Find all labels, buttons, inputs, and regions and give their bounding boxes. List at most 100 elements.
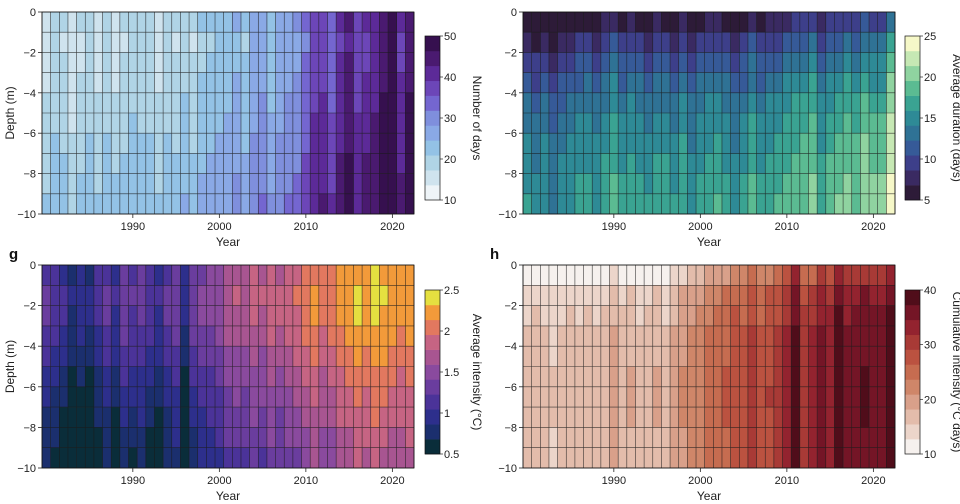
heatmap-cell <box>817 325 826 347</box>
heatmap-cell <box>765 285 775 306</box>
heatmap-cell <box>773 346 783 367</box>
heatmap-cell <box>843 447 852 469</box>
heatmap-cell <box>206 193 216 215</box>
heatmap-cell <box>566 72 576 93</box>
heatmap-cell <box>223 32 233 53</box>
heatmap-cell <box>249 52 259 73</box>
heatmap-cell <box>128 407 138 428</box>
heatmap-cell <box>76 427 86 448</box>
heatmap-cell <box>344 346 354 367</box>
heatmap-cell <box>145 447 155 469</box>
heatmap-cell <box>531 113 541 134</box>
heatmap-cell <box>661 407 671 428</box>
heatmap-cell <box>301 193 311 215</box>
heatmap-cell <box>249 285 259 306</box>
heatmap-cell <box>808 447 818 469</box>
heatmap-cell <box>678 133 688 154</box>
heatmap-cell <box>834 265 844 286</box>
heatmap-cell <box>747 173 757 194</box>
heatmap-cell <box>886 305 896 327</box>
heatmap-cell <box>704 366 714 387</box>
heatmap-cell <box>50 92 60 114</box>
heatmap-cell <box>782 305 792 327</box>
heatmap-cell <box>232 193 242 215</box>
heatmap-cell <box>85 447 95 469</box>
heatmap-cell <box>327 12 337 33</box>
heatmap-cell <box>713 366 723 387</box>
heatmap-cell <box>557 153 567 174</box>
heatmap-cell <box>145 113 155 134</box>
heatmap-cell <box>644 346 653 367</box>
heatmap-cell <box>197 72 207 93</box>
colorbar-segment <box>905 140 920 156</box>
heatmap-cell <box>618 193 628 215</box>
heatmap-cell <box>163 447 172 469</box>
x-tick-label: 2010 <box>294 221 318 233</box>
heatmap-grid <box>522 264 896 469</box>
heatmap-cell <box>791 72 801 93</box>
heatmap-cell <box>670 173 679 194</box>
heatmap-cell <box>756 305 766 327</box>
heatmap-cell <box>696 113 705 134</box>
heatmap-cell <box>808 305 818 327</box>
heatmap-cell <box>531 173 541 194</box>
heatmap-cell <box>626 427 636 448</box>
heatmap-cell <box>171 386 181 408</box>
heatmap-cell <box>618 366 628 387</box>
heatmap-cell <box>93 133 103 154</box>
x-tick-label: 2020 <box>861 475 885 487</box>
heatmap-cell <box>782 427 792 448</box>
heatmap-cell <box>566 133 576 154</box>
heatmap-cell <box>825 285 835 306</box>
panel-letter: h <box>490 246 499 263</box>
heatmap-cell <box>249 265 259 286</box>
heatmap-cell <box>370 285 380 306</box>
heatmap-cell <box>292 427 302 448</box>
heatmap-cell <box>566 12 576 33</box>
heatmap-cell <box>396 153 406 174</box>
heatmap-cell <box>765 427 775 448</box>
heatmap-cell <box>661 265 671 286</box>
heatmap-cell <box>851 305 861 327</box>
heatmap-cell <box>180 265 190 286</box>
heatmap-cell <box>618 52 628 73</box>
heatmap-cell <box>67 52 77 73</box>
heatmap-cell <box>370 325 380 347</box>
y-tick-label: −2 <box>504 301 517 313</box>
heatmap-cell <box>301 346 311 367</box>
heatmap-cell <box>223 265 233 286</box>
heatmap-cell <box>67 12 77 33</box>
heatmap-cell <box>851 447 861 469</box>
heatmap-cell <box>370 193 380 215</box>
heatmap-cell <box>626 285 636 306</box>
heatmap-cell <box>609 12 619 33</box>
colorbar-segment <box>905 50 920 67</box>
heatmap-cell <box>344 366 354 387</box>
heatmap-cell <box>817 193 826 215</box>
heatmap-cell <box>249 346 259 367</box>
heatmap-cell <box>327 305 337 327</box>
heatmap-cell <box>240 285 250 306</box>
heatmap-cell <box>825 427 835 448</box>
heatmap-cell <box>877 52 887 73</box>
colorbar-tick-label: 20 <box>924 72 936 84</box>
heatmap-cell <box>817 173 826 194</box>
heatmap-cell <box>540 153 550 174</box>
heatmap-cell <box>721 366 731 387</box>
heatmap-cell <box>396 92 406 114</box>
heatmap-cell <box>67 133 77 154</box>
heatmap-cell <box>531 92 541 114</box>
heatmap-cell <box>163 265 172 286</box>
heatmap-cell <box>145 427 155 448</box>
heatmap-cell <box>548 285 558 306</box>
heatmap-cell <box>232 32 242 53</box>
heatmap-cell <box>713 265 723 286</box>
heatmap-cell <box>609 305 619 327</box>
heatmap-cell <box>592 113 602 134</box>
heatmap-cell <box>396 193 406 215</box>
heatmap-cell <box>189 305 198 327</box>
heatmap-cell <box>877 285 887 306</box>
heatmap-cell <box>206 173 216 194</box>
heatmap-cell <box>730 193 740 215</box>
heatmap-cell <box>76 285 86 306</box>
